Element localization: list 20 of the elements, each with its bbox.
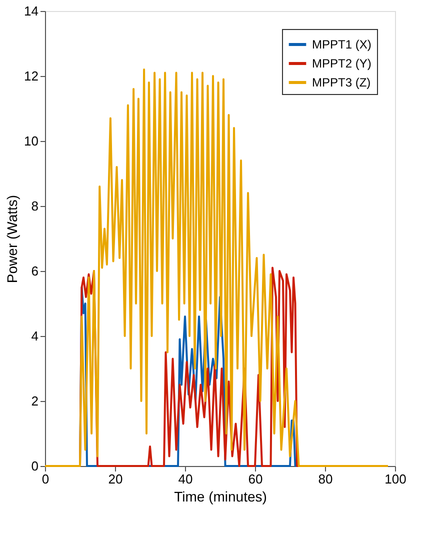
legend-label: MPPT2 (Y) bbox=[312, 56, 372, 70]
y-tick-label: 6 bbox=[31, 264, 38, 278]
x-tick-label: 80 bbox=[318, 472, 333, 486]
legend-label: MPPT3 (Z) bbox=[312, 76, 371, 90]
legend-label: MPPT1 (X) bbox=[312, 38, 372, 52]
x-tick-label: 0 bbox=[42, 472, 50, 486]
line-series bbox=[44, 68, 389, 467]
y-tick-label: 8 bbox=[31, 198, 38, 214]
x-tick-label: 60 bbox=[248, 472, 263, 486]
y-tick-label: 2 bbox=[31, 394, 38, 408]
x-tick-label: 40 bbox=[178, 472, 193, 486]
x-tick-label: 100 bbox=[384, 472, 406, 486]
y-tick-label: 12 bbox=[24, 68, 38, 84]
x-tick-label: 20 bbox=[108, 472, 123, 486]
y-tick-label: 10 bbox=[24, 134, 38, 148]
y-axis-title: Power (Watts) bbox=[4, 194, 20, 284]
y-tick-label: 0 bbox=[31, 458, 38, 474]
x-axis-title: Time (minutes) bbox=[174, 488, 267, 504]
y-tick-label: 4 bbox=[31, 328, 38, 344]
y-tick-label: 14 bbox=[24, 4, 38, 18]
